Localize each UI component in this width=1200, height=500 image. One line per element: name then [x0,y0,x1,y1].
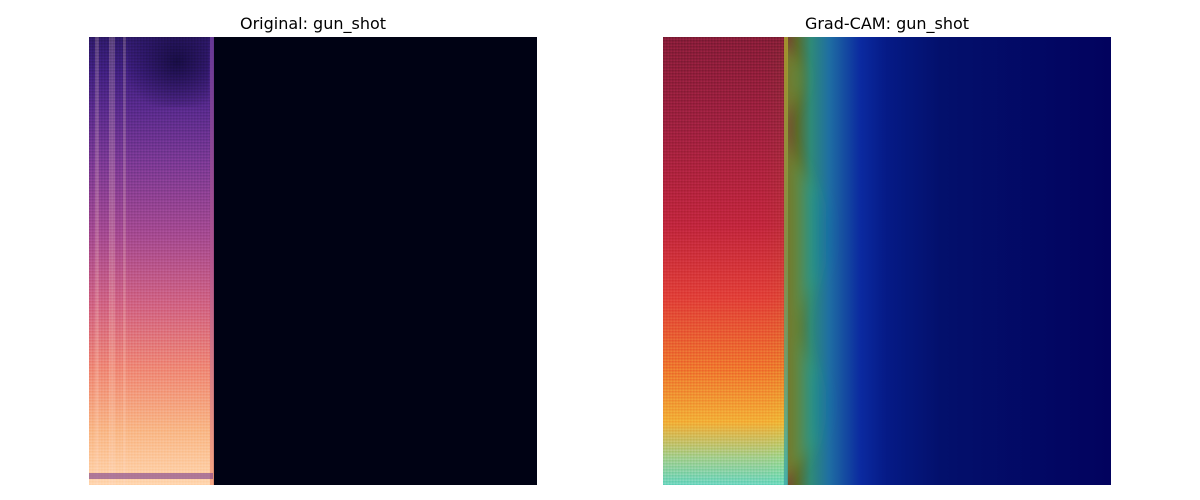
gradcam-heatmap-image [663,37,1111,485]
original-spectrogram-image [89,37,537,485]
gradcam-panel-title: Grad-CAM: gun_shot [663,14,1111,34]
spectrogram-texture [89,37,213,485]
gradcam-edge [784,37,788,485]
gradcam-texture [663,37,787,485]
spectrogram-edge [210,37,214,485]
spectrogram-bottom-band [89,473,213,479]
original-panel-title: Original: gun_shot [89,14,537,34]
